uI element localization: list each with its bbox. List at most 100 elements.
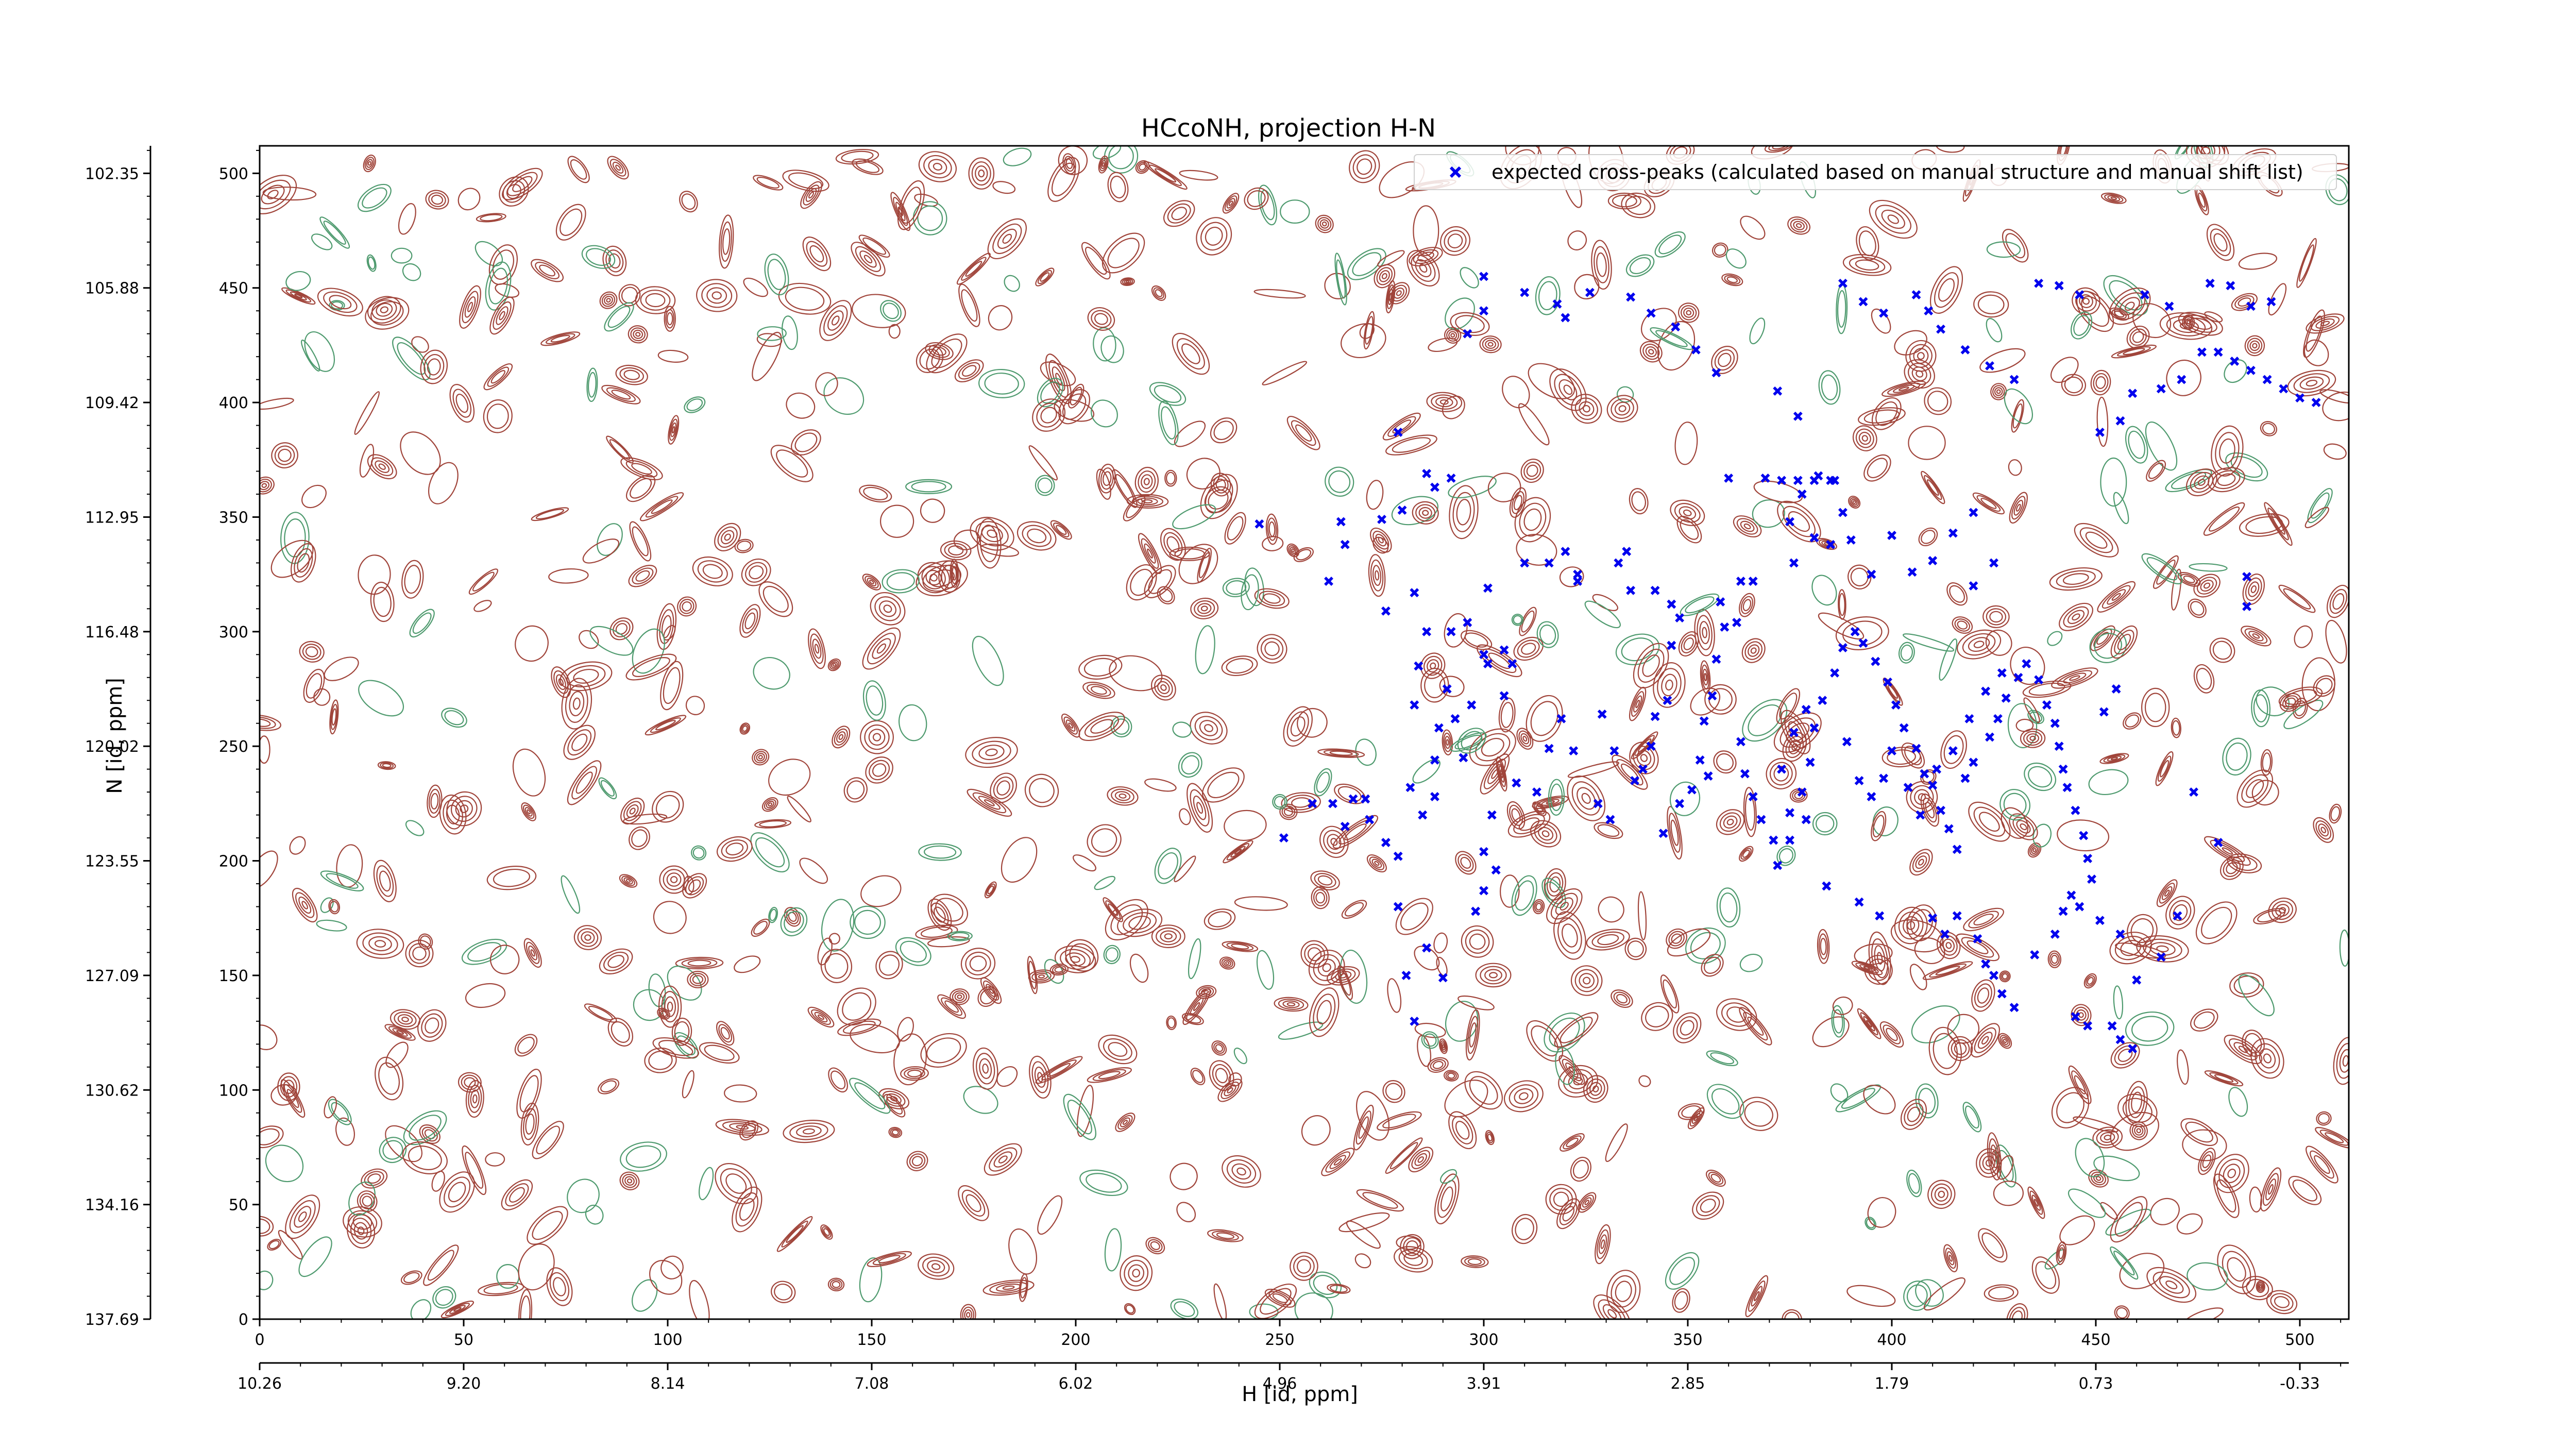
positive-contour [501, 1179, 533, 1210]
positive-contour [1558, 379, 1578, 400]
negative-contour [1865, 1217, 1876, 1231]
cross-peak-marker [1450, 714, 1460, 723]
negative-contour [607, 306, 631, 328]
positive-contour [1432, 1060, 1444, 1069]
positive-contour [294, 548, 313, 578]
positive-contour [2268, 1184, 2274, 1195]
positive-contour [1264, 641, 1280, 656]
positive-contour [1444, 736, 1451, 749]
positive-contour [1349, 150, 1380, 183]
positive-contour [1615, 1280, 1632, 1302]
cross-peak-marker [2279, 384, 2289, 394]
positive-contour [2203, 582, 2211, 589]
positive-contour [796, 1125, 822, 1137]
cross-peak-marker [1838, 643, 1848, 652]
positive-contour [1196, 802, 1204, 814]
negative-contour [768, 906, 778, 923]
positive-contour [2047, 950, 2062, 968]
positive-contour [1315, 214, 1334, 233]
positive-contour [1933, 1033, 1958, 1069]
positive-contour [428, 192, 446, 207]
positive-contour [1901, 1099, 1927, 1130]
positive-contour [1447, 233, 1463, 248]
positive-contour [1692, 1191, 1724, 1220]
negative-contour [753, 657, 790, 690]
positive-contour [1385, 1083, 1403, 1100]
positive-contour [260, 476, 275, 495]
positive-contour [1670, 499, 1705, 526]
negative-contour [319, 216, 350, 249]
positive-contour [874, 596, 901, 621]
positive-contour [2224, 1034, 2263, 1065]
positive-contour [1244, 187, 1269, 210]
negative-contour [2109, 280, 2143, 311]
positive-contour [1852, 425, 1877, 451]
positive-contour [1070, 386, 1082, 406]
negative-contour [912, 201, 947, 235]
positive-contour [260, 175, 297, 214]
cross-peak-marker [1809, 476, 1819, 485]
positive-contour [1835, 616, 1889, 650]
negative-contour [1457, 728, 1486, 754]
positive-contour [2303, 339, 2329, 366]
positive-contour [1611, 989, 1633, 1008]
positive-contour [1795, 223, 1802, 228]
positive-contour [1372, 565, 1382, 586]
cross-peak-marker [1809, 723, 1819, 733]
cross-peak-marker [1422, 943, 1432, 953]
negative-contour [2067, 1188, 2106, 1218]
positive-contour [1668, 813, 1681, 853]
positive-contour [1680, 1020, 1694, 1036]
positive-contour [1704, 684, 1737, 715]
positive-contour [987, 885, 994, 895]
positive-contour [496, 306, 509, 325]
cross-peak-marker [2075, 902, 2084, 912]
positive-contour [499, 311, 505, 321]
positive-contour [1514, 1088, 1534, 1104]
cross-peak-marker [2246, 365, 2256, 375]
positive-contour [2279, 693, 2301, 712]
positive-contour [2107, 755, 2122, 762]
x-ppm-tick-label: 10.26 [238, 1375, 282, 1393]
positive-contour [1211, 1040, 1227, 1056]
positive-contour [1986, 608, 2007, 626]
positive-contour [1562, 1206, 1575, 1222]
negative-contour [1739, 953, 1763, 972]
y-tick-label: 400 [219, 394, 248, 412]
positive-contour [621, 875, 635, 886]
positive-contour [1387, 978, 1402, 1013]
positive-contour [1981, 1036, 1989, 1045]
positive-contour [1356, 1091, 1389, 1141]
negative-contour [767, 259, 786, 290]
positive-contour [378, 1062, 400, 1095]
positive-contour [492, 249, 514, 280]
positive-contour [2253, 908, 2286, 924]
positive-contour [2212, 470, 2241, 490]
negative-contour [382, 1140, 403, 1160]
negative-contour [691, 845, 707, 861]
positive-contour [1198, 552, 1210, 579]
negative-contour [900, 940, 927, 963]
positive-contour [1583, 1075, 1608, 1103]
cross-peak-marker [1446, 473, 1456, 483]
positive-contour [1469, 1076, 1498, 1105]
positive-contour [2186, 468, 2217, 497]
positive-contour [1176, 338, 1205, 369]
positive-contour [1164, 933, 1173, 939]
positive-contour [274, 445, 295, 465]
positive-contour [567, 156, 590, 183]
negative-contour [1550, 783, 1563, 811]
positive-contour [1743, 523, 1751, 530]
cross-peak-marker [1985, 732, 1994, 742]
cross-peak-marker [2001, 693, 2011, 703]
positive-contour [1388, 282, 1410, 305]
positive-contour [688, 879, 701, 892]
positive-contour [520, 1295, 531, 1319]
positive-contour [2210, 839, 2245, 862]
cross-peak-marker [1756, 815, 1766, 824]
positive-contour [1980, 498, 1997, 509]
negative-contour [1841, 1088, 1875, 1109]
positive-contour [400, 1270, 422, 1285]
cross-peak-marker [1279, 833, 1289, 843]
positive-contour [1319, 219, 1329, 229]
